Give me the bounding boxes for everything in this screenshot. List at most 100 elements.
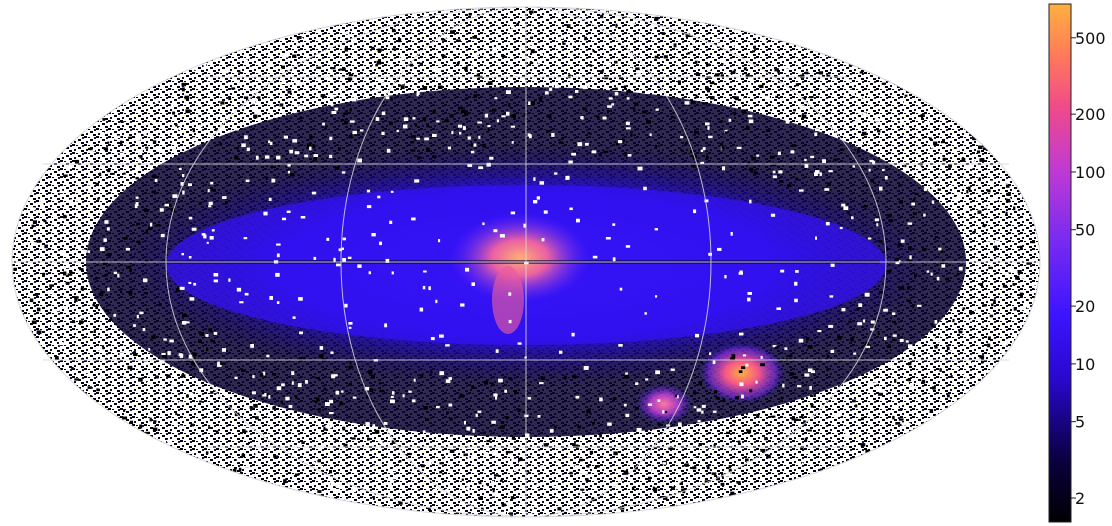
noise-pixel	[938, 175, 941, 178]
noise-pixel	[989, 314, 994, 318]
noise-pixel	[571, 152, 576, 156]
noise-pixel	[627, 154, 632, 157]
noise-pixel	[793, 418, 799, 421]
noise-pixel	[940, 260, 945, 265]
noise-pixel	[929, 137, 932, 140]
noise-pixel	[117, 135, 121, 138]
noise-pixel	[749, 167, 754, 172]
noise-pixel	[107, 169, 111, 173]
noise-pixel	[843, 206, 849, 210]
noise-pixel	[359, 129, 364, 132]
noise-pixel	[76, 324, 80, 328]
noise-pixel	[482, 143, 487, 148]
noise-pixel	[74, 296, 79, 299]
noise-pixel	[79, 320, 84, 325]
noise-pixel	[74, 298, 78, 302]
noise-pixel	[810, 404, 814, 408]
noise-pixel	[856, 308, 860, 311]
noise-pixel	[465, 267, 470, 272]
noise-pixel	[432, 109, 436, 114]
noise-pixel	[583, 471, 588, 475]
noise-pixel	[932, 386, 936, 390]
noise-pixel	[150, 222, 153, 227]
noise-pixel	[398, 84, 402, 87]
noise-pixel	[756, 413, 760, 418]
noise-pixel	[99, 292, 104, 297]
noise-pixel	[868, 168, 871, 172]
noise-pixel	[931, 200, 935, 204]
noise-pixel	[290, 172, 295, 177]
noise-pixel	[735, 396, 739, 400]
noise-pixel	[691, 163, 696, 168]
noise-pixel	[814, 172, 818, 176]
noise-pixel	[205, 334, 209, 337]
noise-pixel	[178, 401, 183, 406]
noise-pixel	[329, 425, 332, 429]
noise-pixel	[441, 38, 446, 41]
noise-pixel	[338, 248, 343, 252]
noise-pixel	[184, 321, 190, 324]
noise-pixel	[1001, 351, 1006, 355]
noise-pixel	[559, 350, 563, 354]
noise-pixel	[815, 236, 817, 240]
noise-pixel	[225, 116, 229, 120]
noise-pixel	[789, 372, 795, 376]
noise-pixel	[154, 100, 159, 104]
noise-pixel	[40, 200, 44, 204]
noise-pixel	[179, 354, 184, 358]
noise-pixel	[997, 290, 1000, 294]
noise-pixel	[788, 428, 791, 432]
noise-pixel	[82, 249, 86, 252]
noise-pixel	[774, 68, 779, 72]
noise-pixel	[435, 299, 438, 304]
noise-pixel	[701, 410, 704, 414]
noise-pixel	[317, 490, 322, 493]
noise-pixel	[805, 71, 809, 75]
noise-pixel	[543, 15, 547, 18]
noise-pixel	[329, 399, 333, 404]
noise-pixel	[728, 465, 731, 468]
noise-pixel	[113, 271, 118, 274]
noise-pixel	[378, 382, 381, 385]
noise-pixel	[291, 371, 295, 375]
noise-pixel	[867, 237, 872, 240]
noise-pixel	[254, 112, 259, 115]
noise-pixel	[475, 52, 479, 56]
noise-pixel	[313, 157, 318, 161]
noise-pixel	[146, 308, 149, 311]
noise-pixel	[752, 427, 758, 430]
noise-pixel	[352, 396, 357, 399]
noise-pixel	[901, 422, 907, 426]
noise-pixel	[804, 373, 810, 377]
noise-pixel	[529, 10, 534, 14]
noise-pixel	[341, 497, 345, 501]
noise-pixel	[635, 407, 639, 410]
noise-pixel	[243, 96, 249, 99]
noise-pixel	[708, 67, 711, 71]
noise-pixel	[582, 85, 588, 90]
noise-pixel	[392, 391, 395, 395]
noise-pixel	[549, 429, 554, 433]
noise-pixel	[599, 154, 602, 157]
noise-pixel	[906, 299, 911, 302]
noise-pixel	[770, 415, 776, 418]
noise-pixel	[916, 304, 922, 307]
noise-pixel	[425, 16, 430, 19]
noise-pixel	[445, 379, 451, 383]
noise-pixel	[941, 264, 946, 268]
noise-pixel	[492, 47, 497, 50]
noise-pixel	[125, 247, 130, 251]
noise-pixel	[439, 334, 444, 338]
noise-pixel	[286, 210, 291, 213]
noise-pixel	[477, 410, 482, 413]
noise-pixel	[210, 391, 214, 394]
noise-pixel	[753, 171, 758, 175]
noise-pixel	[399, 81, 405, 85]
noise-pixel	[428, 286, 431, 291]
noise-pixel	[1023, 303, 1028, 307]
noise-pixel	[155, 224, 161, 227]
noise-pixel	[104, 220, 109, 224]
noise-pixel	[619, 287, 623, 291]
colorbar-tick-label: 50	[1075, 221, 1095, 240]
noise-pixel	[865, 449, 871, 453]
